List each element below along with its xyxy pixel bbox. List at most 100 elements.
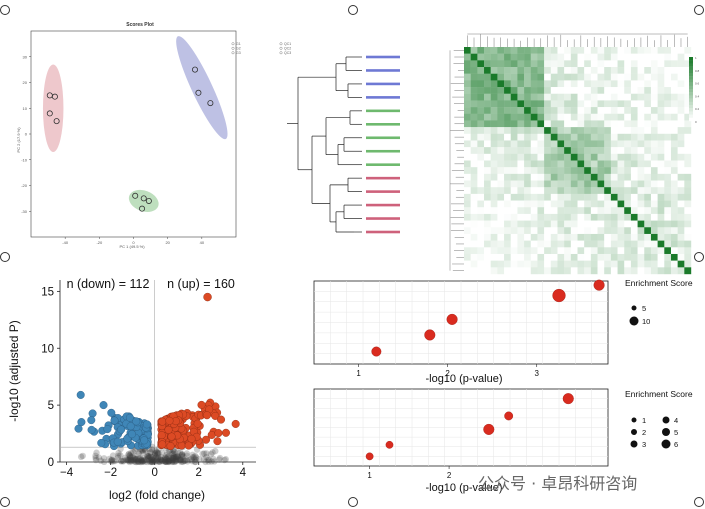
heatmap-cell <box>657 93 665 101</box>
heatmap-cell <box>684 167 692 175</box>
volcano-point-ns <box>127 456 135 464</box>
heatmap-cell <box>517 47 525 54</box>
heatmap-cell <box>624 227 632 235</box>
heatmap-cell <box>597 107 605 114</box>
heatmap-cell <box>464 207 471 215</box>
heatmap-cell <box>510 173 518 181</box>
volcano-x-axis-label: log2 (fold change) <box>109 488 205 502</box>
heatmap-cell <box>504 60 511 68</box>
heatmap-cell <box>684 60 692 68</box>
heatmap-cell <box>617 260 625 268</box>
heatmap-cell <box>610 127 618 134</box>
heatmap-cell <box>590 253 598 261</box>
heatmap-cell <box>604 160 612 168</box>
heatmap-cell <box>510 227 518 235</box>
heatmap-cell <box>584 253 592 261</box>
heatmap-cell <box>524 53 531 61</box>
heatmap-cell <box>524 127 531 134</box>
heatmap-cell <box>677 160 685 168</box>
heatmap-cell <box>610 253 618 261</box>
heatmap-cell <box>670 153 678 161</box>
heatmap-cell <box>464 187 471 195</box>
heatmap-cell <box>504 180 511 188</box>
heatmap-cell <box>557 187 565 195</box>
heatmap-cell <box>537 53 545 61</box>
selection-handle-bottom-right[interactable] <box>694 497 704 507</box>
heatmap-cell <box>564 113 572 121</box>
heatmap-cell <box>590 93 598 101</box>
heatmap-cell <box>550 47 558 54</box>
volcano-point-ns <box>170 454 177 462</box>
selection-handle-top-center[interactable] <box>348 5 358 15</box>
heatmap-cell <box>484 167 491 175</box>
heatmap-cell <box>504 240 511 248</box>
heatmap-cell <box>577 187 585 195</box>
heatmap-cell <box>544 213 551 221</box>
heatmap-cell <box>557 240 565 248</box>
heatmap-cell <box>477 67 485 74</box>
volcano-point-ns <box>127 454 134 462</box>
heatmap-cell <box>630 180 638 188</box>
volcano-point-ns <box>114 454 122 461</box>
heatmap-cell <box>524 140 531 148</box>
heatmap-cell <box>484 140 491 148</box>
volcano-point-ns <box>165 453 172 460</box>
dendrogram-leaf-label <box>366 123 400 126</box>
heatmap-cell <box>650 247 658 255</box>
heatmap-cell <box>537 147 545 155</box>
heatmap-cell <box>597 187 605 195</box>
heatmap-cell <box>464 247 471 255</box>
heatmap-cell <box>530 193 538 201</box>
heatmap-cell <box>564 53 572 61</box>
heatmap-cell <box>570 60 578 68</box>
heatmap-cell <box>497 173 505 181</box>
heatmap-cell <box>617 147 625 155</box>
heatmap-cell <box>597 113 605 121</box>
heatmap-cell <box>677 93 685 101</box>
heatmap-cell <box>577 93 585 101</box>
heatmap-cell <box>650 240 658 248</box>
heatmap-cell <box>470 200 478 208</box>
heatmap-cell <box>597 153 605 161</box>
heatmap-cell <box>570 113 578 121</box>
heatmap-cell <box>644 133 652 141</box>
heatmap-cell <box>590 153 598 161</box>
heatmap-cell <box>517 127 525 134</box>
selection-handle-middle-right[interactable] <box>694 252 704 262</box>
heatmap-cell <box>524 180 531 188</box>
heatmap-cell <box>464 167 471 175</box>
heatmap-cell <box>484 153 491 161</box>
heatmap-cell <box>610 153 618 161</box>
selection-handle-bottom-center[interactable] <box>348 497 358 507</box>
heatmap-cell <box>537 180 545 188</box>
heatmap-cell <box>604 167 612 175</box>
heatmap-cell <box>590 207 598 215</box>
heatmap-cell <box>677 133 685 141</box>
heatmap-cell <box>630 127 638 134</box>
selection-handle-top-left[interactable] <box>0 5 10 15</box>
selection-handle-middle-left[interactable] <box>0 252 10 262</box>
selection-handle-bottom-left[interactable] <box>0 497 10 507</box>
heatmap-cell <box>590 213 598 221</box>
heatmap-cell <box>517 113 525 121</box>
heatmap-cell <box>637 53 645 61</box>
heatmap-cell <box>624 100 632 108</box>
volcano-point-ns <box>204 456 212 464</box>
selection-handle-top-right[interactable] <box>694 5 704 15</box>
heatmap-cell <box>524 233 531 241</box>
heatmap-cell <box>564 73 572 81</box>
heatmap-cell <box>537 67 545 74</box>
volcano-point-down <box>127 430 136 439</box>
heatmap-cell <box>577 153 585 161</box>
heatmap-cell <box>610 240 618 248</box>
heatmap-cell <box>597 233 605 241</box>
heatmap-cell <box>470 173 478 181</box>
volcano-point-ns <box>132 456 139 464</box>
heatmap-cell <box>544 173 551 181</box>
heatmap-cell <box>510 180 518 188</box>
heatmap-cell <box>610 60 618 68</box>
volcano-point-ns <box>145 453 153 460</box>
pca-y-tick-label: 10 <box>23 106 28 111</box>
heatmap-cell <box>637 173 645 181</box>
heatmap-cell <box>610 100 618 108</box>
